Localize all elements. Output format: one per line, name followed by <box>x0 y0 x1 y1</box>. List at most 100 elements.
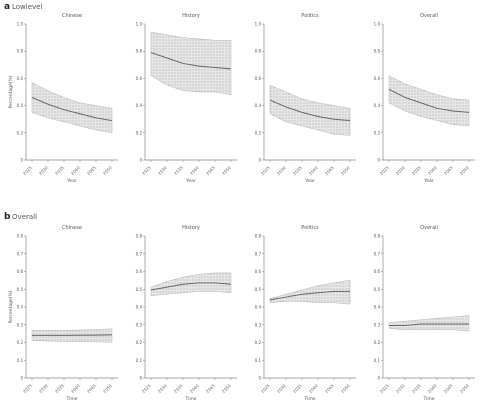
chart-a-1: 0 0.2 0.4 0.6 0.8 1.0 2025 2030 2035 2040 2045 2050… <box>136 13 237 184</box>
x-tick-label: 2050 <box>221 165 232 176</box>
y-tick-label: 0.4 <box>17 305 24 310</box>
mean-line <box>31 96 113 122</box>
y-tick-label: 0.4 <box>374 103 381 108</box>
y-tick-label: 0.4 <box>255 103 262 108</box>
chart-a-0: 0 0.2 0.4 0.6 0.8 1.0 2025 2030 2035 2040 2045 2050… <box>8 13 118 184</box>
x-tick-label: 2030 <box>395 165 406 176</box>
x-tick-label: 2030 <box>276 383 287 394</box>
subplot-title: Politics <box>301 225 319 231</box>
confidence-band <box>388 315 470 332</box>
x-tick-label: 2025 <box>379 165 390 176</box>
y-tick-label: 0.6 <box>136 76 143 81</box>
y-tick-label: 0.1 <box>17 358 24 363</box>
y-tick-label: 0.7 <box>374 251 381 256</box>
subplot-title: History <box>182 225 200 231</box>
x-axis-label: Year <box>66 178 77 184</box>
x-tick-label: 2035 <box>292 165 303 176</box>
y-tick-label: 0.2 <box>374 340 381 345</box>
y-axis-label: Percentage(%) <box>8 290 14 323</box>
subplot-title: Chinese <box>62 13 82 19</box>
panel-b-letter: b <box>4 212 11 222</box>
y-tick-label: 0.3 <box>17 322 24 327</box>
x-tick-label: 2035 <box>411 165 422 176</box>
y-tick-label: 0.4 <box>374 305 381 310</box>
y-tick-label: 0.6 <box>374 269 381 274</box>
y-tick-label: 0.4 <box>255 305 262 310</box>
x-axis-label: Time <box>65 396 77 402</box>
x-tick-label: 2025 <box>379 383 390 394</box>
y-tick-label: 1.0 <box>17 22 24 27</box>
x-tick-label: 2050 <box>102 383 113 394</box>
y-tick-label: 0.2 <box>136 130 143 135</box>
y-tick-label: 0.2 <box>136 340 143 345</box>
confidence-band <box>269 279 351 305</box>
x-tick-label: 2025 <box>22 165 33 176</box>
y-tick-label: 0.1 <box>374 358 381 363</box>
x-tick-label: 2050 <box>340 383 351 394</box>
charts-group: 0 0.2 0.4 0.6 0.8 1.0 2025 2030 2035 2040 2045 2050… <box>8 13 475 402</box>
y-tick-label: 0.2 <box>255 130 262 135</box>
y-tick-label: 0 <box>20 158 23 163</box>
subplot-title: History <box>182 13 200 19</box>
chart-b-2: 0 0.1 0.2 0.3 0.4 0.5 0.6 0.7 0.8 2025 2030 2035 204… <box>255 225 356 402</box>
y-tick-label: 0.8 <box>17 234 24 239</box>
x-tick-label: 2040 <box>70 383 81 394</box>
x-tick-label: 2035 <box>411 383 422 394</box>
x-tick-label: 2040 <box>70 165 81 176</box>
y-tick-label: 0 <box>258 158 261 163</box>
x-axis-label: Time <box>303 396 315 402</box>
panel-a-title: Lowlevel <box>12 3 42 11</box>
x-tick-label: 2035 <box>292 383 303 394</box>
y-tick-label: 1.0 <box>136 22 143 27</box>
x-axis-label: Time <box>184 396 196 402</box>
x-tick-label: 2050 <box>340 165 351 176</box>
y-tick-label: 0.4 <box>136 103 143 108</box>
confidence-band <box>31 82 113 134</box>
x-tick-label: 2025 <box>141 165 152 176</box>
y-tick-label: 0.2 <box>374 130 381 135</box>
y-tick-label: 0.7 <box>255 251 262 256</box>
x-tick-label: 2040 <box>308 165 319 176</box>
x-tick-label: 2040 <box>189 165 200 176</box>
x-tick-label: 2050 <box>102 165 113 176</box>
chart-b-3: 0 0.1 0.2 0.3 0.4 0.5 0.6 0.7 0.8 2025 2030 2035 204… <box>374 225 475 402</box>
y-tick-label: 0.2 <box>17 130 24 135</box>
x-tick-label: 2025 <box>260 165 271 176</box>
y-tick-label: 0.4 <box>17 103 24 108</box>
x-tick-label: 2025 <box>260 383 271 394</box>
y-tick-label: 0 <box>258 376 261 381</box>
x-axis-label: Year <box>185 178 196 184</box>
y-tick-label: 0.6 <box>374 76 381 81</box>
y-tick-label: 0 <box>139 376 142 381</box>
y-tick-label: 0.6 <box>17 76 24 81</box>
x-tick-label: 2035 <box>54 383 65 394</box>
x-tick-label: 2045 <box>205 383 216 394</box>
y-tick-label: 0.2 <box>255 340 262 345</box>
confidence-band <box>388 75 470 127</box>
y-tick-label: 0.1 <box>136 358 143 363</box>
y-tick-label: 0.5 <box>17 287 24 292</box>
mean-line <box>389 323 469 326</box>
y-tick-label: 0.5 <box>374 287 381 292</box>
x-tick-label: 2030 <box>38 165 49 176</box>
y-tick-label: 0.6 <box>17 269 24 274</box>
panel-a-letter: a <box>4 2 10 12</box>
y-tick-label: 1.0 <box>374 22 381 27</box>
y-tick-label: 0.8 <box>136 234 143 239</box>
y-tick-label: 0.6 <box>255 269 262 274</box>
y-tick-label: 0 <box>20 376 23 381</box>
x-axis-label: Year <box>423 178 434 184</box>
x-tick-label: 2030 <box>157 165 168 176</box>
x-tick-label: 2030 <box>157 383 168 394</box>
y-tick-label: 0.4 <box>136 305 143 310</box>
y-tick-label: 0.7 <box>17 251 24 256</box>
y-tick-label: 0.7 <box>136 251 143 256</box>
mean-line <box>150 52 232 70</box>
y-tick-label: 0.8 <box>17 49 24 54</box>
x-tick-label: 2035 <box>54 165 65 176</box>
y-tick-label: 0.8 <box>255 234 262 239</box>
x-tick-label: 2040 <box>308 383 319 394</box>
confidence-band <box>150 272 232 296</box>
x-tick-label: 2030 <box>395 383 406 394</box>
